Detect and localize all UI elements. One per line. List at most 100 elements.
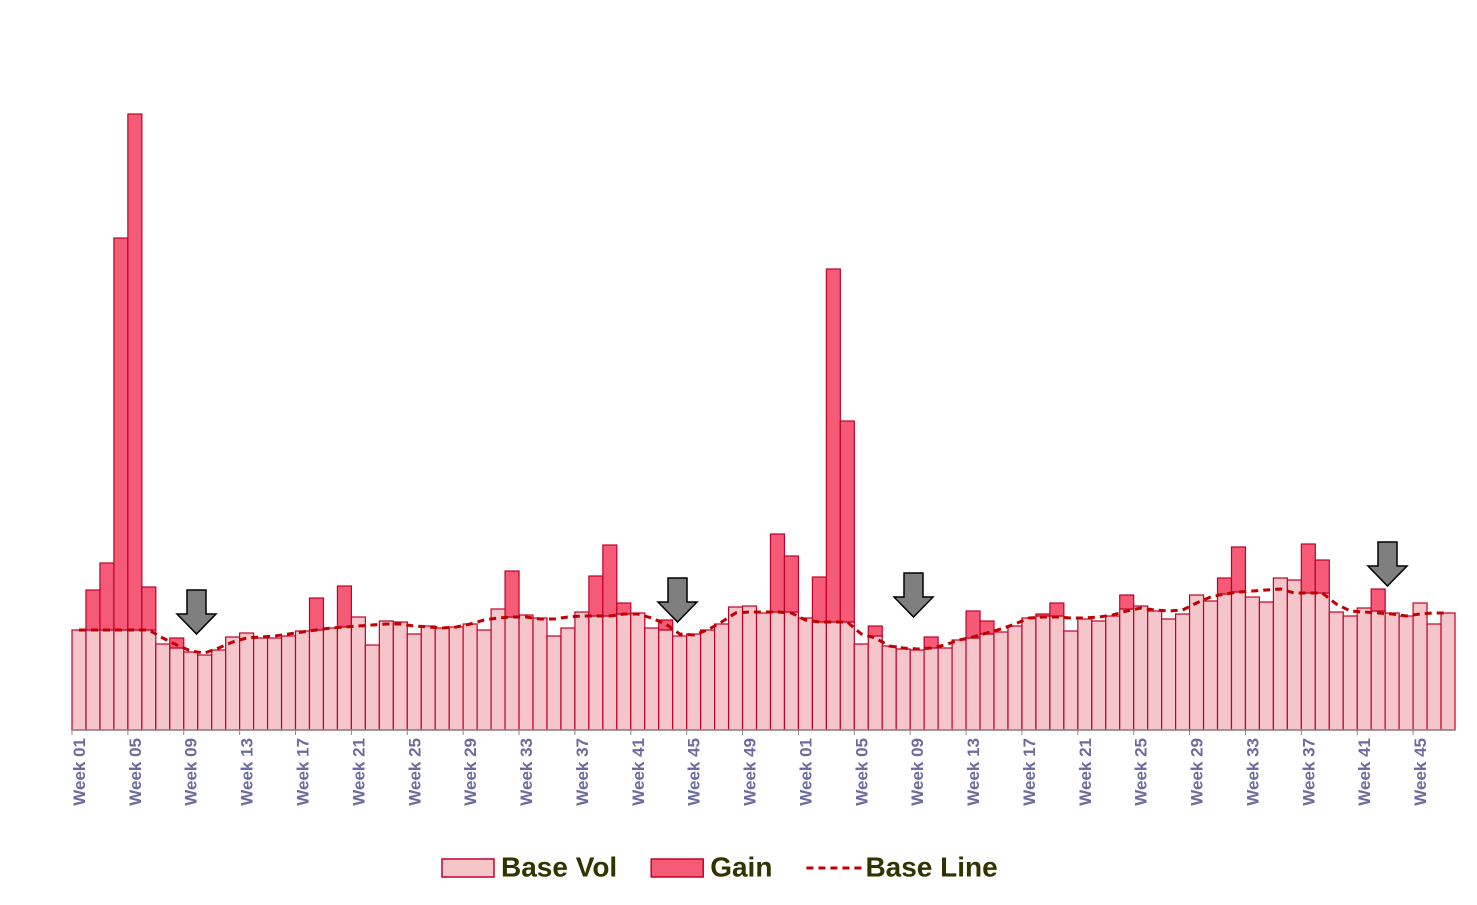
bar-segment xyxy=(560,627,576,731)
bar-segment xyxy=(1119,594,1135,610)
x-tick-label: Week 41 xyxy=(629,738,648,806)
x-tick-label: Week 29 xyxy=(1188,738,1207,806)
x-tick-label: Week 21 xyxy=(1076,738,1095,806)
x-tick-label: Week 17 xyxy=(1020,738,1039,806)
bar-segment xyxy=(1370,610,1386,731)
x-tick-label: Week 01 xyxy=(70,738,89,806)
bar-segment xyxy=(797,617,813,731)
arrow xyxy=(175,589,218,636)
bar-segment xyxy=(755,612,772,731)
bar-segment xyxy=(266,637,283,731)
bar-segment xyxy=(1119,608,1135,731)
x-tick-label: Week 41 xyxy=(1355,738,1374,806)
bar-segment xyxy=(1342,615,1358,731)
bar-segment xyxy=(1091,620,1107,731)
bar-segment xyxy=(588,615,604,731)
bar-segment xyxy=(965,637,981,731)
x-tick-label: Week 33 xyxy=(517,738,536,806)
bar-segment xyxy=(336,626,352,731)
bar-segment xyxy=(1328,611,1344,731)
bar-segment xyxy=(616,613,632,731)
x-tick-label: Week 25 xyxy=(1132,738,1151,806)
bar-segment xyxy=(811,621,827,731)
bar-segment xyxy=(420,625,436,731)
bar-segment xyxy=(1398,615,1414,731)
bar-segment xyxy=(113,629,129,731)
x-tick-label: Week 17 xyxy=(294,738,313,806)
bar-segment xyxy=(1384,612,1400,731)
bar-segment xyxy=(1161,618,1177,731)
bar-segment xyxy=(378,620,394,731)
x-tick-label: Week 01 xyxy=(796,738,815,806)
x-tick-label: Week 37 xyxy=(573,738,592,806)
bar-segment xyxy=(909,649,925,731)
bar-segment xyxy=(183,651,199,731)
bar-segment xyxy=(253,637,269,731)
bar-segment xyxy=(811,576,827,623)
bar-segment xyxy=(364,644,380,731)
bar-segment xyxy=(155,643,171,731)
bar-segment xyxy=(602,615,618,731)
bar-segment xyxy=(169,647,185,731)
bar-segment xyxy=(881,645,897,731)
bar-segment xyxy=(700,629,716,731)
bar-segment xyxy=(630,612,646,731)
bar-segment xyxy=(602,544,618,617)
bar-segment xyxy=(839,420,855,623)
bar-segment xyxy=(169,637,185,649)
x-tick-label: Week 37 xyxy=(1299,738,1318,806)
x-tick-label: Week 25 xyxy=(405,738,424,806)
bar-segment xyxy=(714,623,730,731)
bar-segment xyxy=(1063,630,1079,731)
bar-segment xyxy=(1049,602,1065,617)
bar-segment xyxy=(1007,625,1023,731)
bar-segment xyxy=(574,611,590,731)
bar-segment xyxy=(1175,613,1191,731)
bars xyxy=(71,113,1456,731)
bar-segment xyxy=(406,633,422,731)
bar-segment xyxy=(1188,594,1205,731)
bar-segment xyxy=(588,575,604,617)
x-tick-label: Week 33 xyxy=(1243,738,1262,806)
bar-segment xyxy=(993,631,1009,731)
bar-segment xyxy=(113,237,129,631)
bar-segment xyxy=(1370,588,1386,612)
bar-segment xyxy=(867,625,883,637)
bar-segment xyxy=(141,586,157,631)
bar-segment xyxy=(1314,592,1330,731)
bar-segment xyxy=(448,626,464,731)
bar-segment xyxy=(504,616,520,731)
bar-segment xyxy=(225,636,241,731)
bar-segment xyxy=(462,623,478,731)
bar-segment xyxy=(322,627,339,731)
bar-segment xyxy=(658,629,674,731)
legend-swatch xyxy=(650,858,704,878)
arrow xyxy=(1366,541,1409,588)
bar-segment xyxy=(336,585,352,628)
bar-segment xyxy=(1147,610,1163,731)
bar-segment xyxy=(99,629,115,731)
bar-segment xyxy=(1272,577,1288,731)
x-tick-label: Week 21 xyxy=(349,738,368,806)
bar-segment xyxy=(825,268,841,623)
bar-segment xyxy=(85,629,101,731)
bar-segment xyxy=(239,632,255,731)
bar-segment xyxy=(853,643,869,731)
bar-segment xyxy=(741,605,758,731)
bar-segment xyxy=(280,635,297,731)
bar-segment xyxy=(1412,602,1428,731)
bar-segment xyxy=(923,636,939,649)
annotation-arrows xyxy=(175,541,1409,636)
bar-segment xyxy=(1035,615,1051,731)
bar-segment xyxy=(518,614,534,731)
bar-segment xyxy=(490,608,506,731)
bar-segment xyxy=(783,555,800,613)
x-tick-label: Week 29 xyxy=(461,738,480,806)
x-tick-label: Week 45 xyxy=(1411,738,1430,806)
x-tick-label: Week 45 xyxy=(685,738,704,806)
x-tick-label: Week 49 xyxy=(741,738,760,806)
bar-segment xyxy=(308,597,325,631)
bar-segment xyxy=(1049,615,1065,731)
bar-segment xyxy=(867,635,883,731)
